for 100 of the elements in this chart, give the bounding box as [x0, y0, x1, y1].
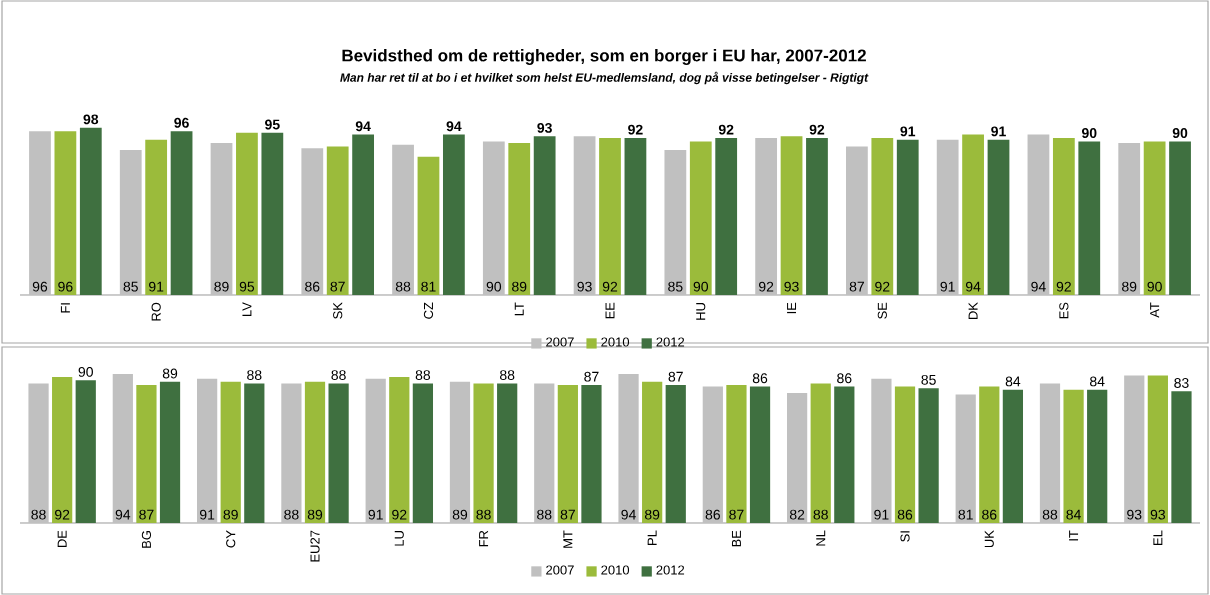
x-tick-label: LU	[394, 531, 404, 546]
x-tick-label: IT	[1069, 530, 1079, 541]
bar	[326, 146, 349, 295]
bar	[159, 381, 181, 523]
data-label: 90	[693, 281, 709, 292]
data-label: 82	[789, 509, 805, 520]
bar	[508, 143, 531, 295]
data-label: 94	[621, 509, 636, 520]
bar	[1143, 141, 1166, 295]
x-tick-label: AT	[1150, 302, 1160, 318]
bar	[665, 385, 686, 523]
bar	[392, 144, 414, 295]
bar	[220, 381, 241, 523]
bar	[389, 377, 410, 523]
bar	[1002, 389, 1024, 523]
data-label: 94	[1031, 281, 1046, 292]
x-tick-label: EU27	[310, 530, 320, 562]
x-tick-label: CZ	[423, 302, 434, 319]
bar	[136, 385, 157, 523]
bar	[281, 383, 302, 523]
bar	[987, 139, 1010, 295]
data-label: 95	[265, 119, 280, 130]
data-label: 93	[537, 122, 552, 133]
x-tick-label: FR	[479, 530, 489, 547]
bar	[1124, 375, 1145, 523]
bar	[1087, 389, 1108, 523]
data-label: 92	[718, 124, 734, 135]
x-tick-label: EL	[1153, 530, 1163, 545]
data-label: 93	[577, 281, 592, 292]
bar	[1171, 391, 1192, 523]
bar	[75, 380, 96, 523]
bar	[29, 131, 51, 295]
x-tick-label: SE	[877, 302, 887, 319]
legend-label: 2010	[601, 337, 630, 347]
data-label: 96	[58, 281, 73, 292]
bar	[834, 386, 855, 523]
bar	[497, 383, 518, 523]
bar	[806, 137, 828, 295]
bar	[534, 383, 555, 523]
bar	[573, 136, 596, 295]
data-label: 81	[958, 509, 973, 520]
bar	[749, 386, 771, 523]
bar	[755, 137, 778, 295]
x-tick-label: SK	[333, 302, 343, 319]
bar	[581, 385, 602, 523]
data-label: 87	[330, 281, 345, 292]
data-label: 84	[1005, 376, 1021, 387]
bar	[328, 383, 349, 523]
legend-label: 2010	[601, 565, 630, 575]
data-label: 96	[32, 281, 48, 292]
bar	[918, 388, 939, 523]
data-label: 91	[874, 509, 889, 520]
data-label: 87	[729, 509, 744, 520]
data-label: 88	[331, 370, 346, 381]
bar	[780, 136, 803, 295]
bar	[618, 373, 639, 523]
data-label: 89	[512, 281, 527, 292]
data-label: 91	[368, 509, 383, 520]
legend-label: 2007	[546, 337, 574, 347]
data-label: 92	[392, 509, 407, 520]
bar	[482, 141, 505, 295]
bar	[896, 139, 919, 295]
data-label: 93	[1150, 509, 1166, 520]
data-label: 95	[239, 281, 255, 292]
data-label: 83	[1174, 378, 1189, 388]
data-label: 86	[982, 509, 997, 520]
bar	[210, 143, 233, 295]
bar	[112, 373, 133, 523]
data-label: 98	[83, 114, 99, 125]
x-tick-label: MT	[563, 530, 573, 548]
bar	[962, 134, 984, 295]
data-label: 85	[123, 281, 138, 292]
data-label: 85	[921, 374, 936, 385]
bar	[1027, 134, 1050, 295]
bar	[79, 127, 102, 295]
bar	[810, 383, 831, 523]
bar	[442, 134, 465, 295]
data-label: 94	[115, 509, 131, 520]
data-label: 91	[991, 126, 1006, 137]
data-label: 89	[644, 509, 660, 520]
data-label: 81	[421, 281, 436, 292]
data-label: 91	[940, 281, 955, 292]
data-label: 94	[965, 281, 981, 292]
x-tick-label: DE	[57, 530, 67, 548]
data-label: 92	[875, 281, 890, 292]
x-tick-label: RO	[151, 302, 161, 321]
data-label: 90	[78, 366, 93, 377]
data-label: 88	[247, 370, 262, 381]
data-label: 89	[162, 368, 178, 379]
x-tick-label: IE	[787, 302, 797, 314]
bar	[1118, 143, 1141, 295]
data-label: 94	[355, 121, 371, 132]
bar	[557, 385, 578, 523]
data-label: 89	[223, 509, 238, 520]
chart-subtitle: Man har ret til at bo i et hvilket som helst EU-medlemsland, dog på visse betingelser - Rigtigt	[340, 71, 869, 85]
data-label: 94	[446, 121, 462, 132]
bar	[119, 149, 142, 295]
x-tick-label: SI	[900, 531, 910, 542]
bar	[979, 386, 1000, 523]
x-tick-label: CY	[226, 530, 236, 548]
